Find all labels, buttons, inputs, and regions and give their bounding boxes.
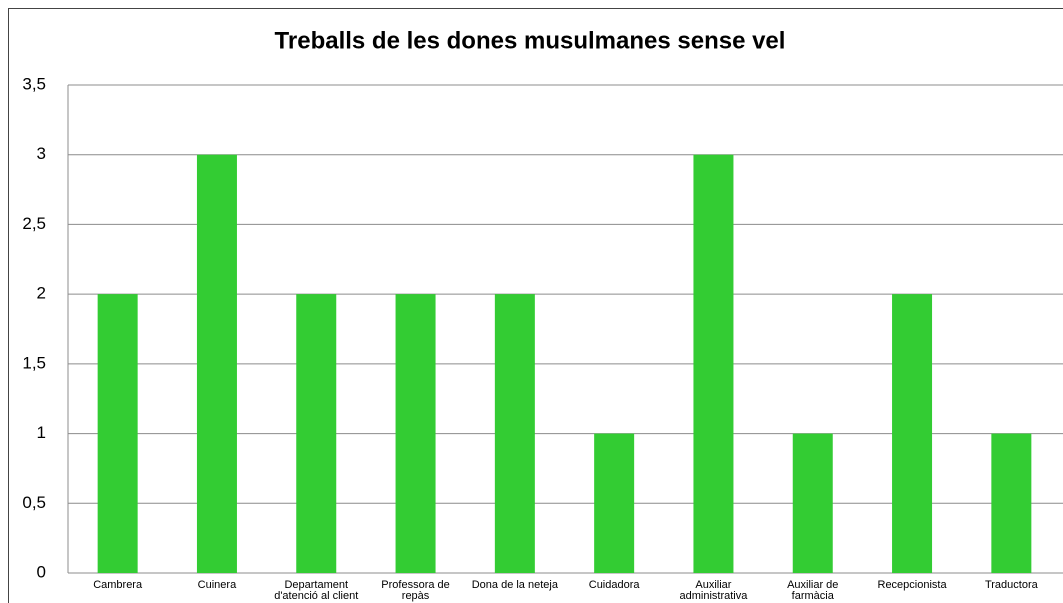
y-tick-label: 2,5 (22, 214, 46, 233)
chart-frame (8, 8, 1063, 603)
bar (196, 154, 237, 573)
bar (892, 294, 933, 573)
bar (395, 294, 436, 573)
x-tick-label: Professora de repàs (381, 579, 450, 602)
bar (494, 294, 535, 573)
x-tick-label: Departament d'atenció al client (274, 579, 359, 602)
y-tick-label: 0,5 (22, 493, 46, 512)
bar (991, 433, 1032, 573)
bar (792, 433, 833, 573)
y-tick-label: 3 (37, 144, 46, 163)
x-tick-label: Dona de la neteja (471, 579, 558, 591)
x-tick-label: Cuidadora (588, 579, 640, 591)
x-tick-label: Cuinera (197, 579, 237, 591)
bar (594, 433, 635, 573)
x-tick-label: Auxiliar de farmàcia (787, 579, 839, 602)
y-tick-label: 0 (37, 562, 46, 581)
chart-title: Treballs de les dones musulmanes sense v… (275, 27, 786, 54)
y-tick-label: 2 (37, 284, 46, 303)
bar (693, 154, 734, 573)
bar (97, 294, 138, 573)
x-tick-label: Recepcionista (877, 579, 947, 591)
bar (296, 294, 337, 573)
y-tick-label: 3,5 (22, 74, 46, 93)
x-tick-label: Cambrera (93, 579, 143, 591)
y-tick-label: 1 (37, 423, 46, 442)
x-tick-label: Auxiliar administrativa (679, 579, 748, 602)
x-tick-label: Traductora (984, 579, 1038, 591)
y-tick-label: 1,5 (22, 353, 46, 372)
